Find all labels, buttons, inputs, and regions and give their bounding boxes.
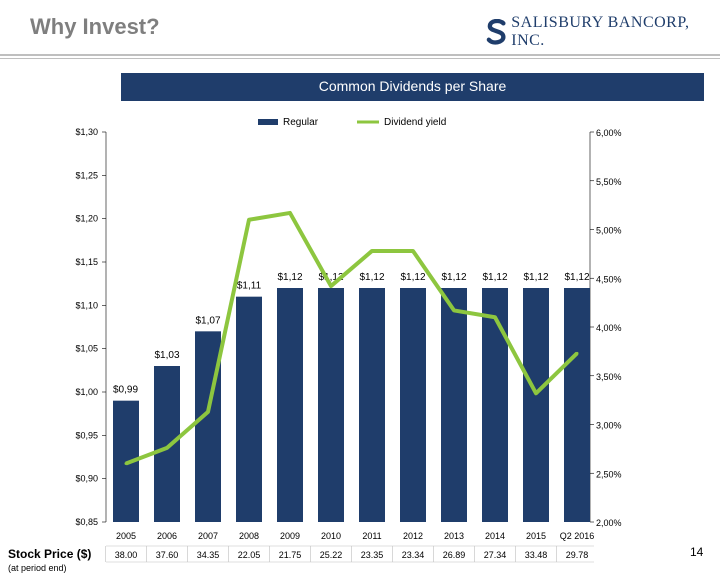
left-axis-tick-label: $1,20 — [75, 214, 98, 224]
bar-regular — [482, 288, 508, 522]
left-axis-tick-label: $0,90 — [75, 474, 98, 484]
x-axis-tick-label: 2015 — [526, 531, 546, 541]
stock-price-value: 34.35 — [197, 550, 220, 560]
x-axis-tick-label: 2012 — [403, 531, 423, 541]
x-axis-tick-label: 2014 — [485, 531, 505, 541]
dividend-yield-point — [452, 308, 456, 312]
right-axis-tick-label: 4,00% — [596, 323, 622, 333]
bar-data-label: $0,99 — [113, 385, 138, 396]
stock-price-value: 23.34 — [402, 550, 425, 560]
x-axis-tick-label: 2011 — [362, 531, 381, 541]
dividend-yield-point — [411, 249, 415, 253]
bar-data-label: $1,12 — [482, 272, 507, 283]
legend-regular-label: Regular — [283, 117, 319, 128]
right-axis-tick-label: 5,00% — [596, 226, 622, 236]
header-rule-thin — [0, 58, 720, 59]
bar-data-label: $1,12 — [441, 272, 466, 283]
bar-data-label: $1,12 — [523, 272, 548, 283]
bar-regular — [318, 288, 344, 522]
left-axis-tick-label: $0,95 — [75, 430, 98, 440]
bar-regular — [277, 288, 303, 522]
stock-price-value: 38.00 — [115, 550, 138, 560]
left-axis-tick-label: $0,85 — [75, 517, 98, 527]
right-axis-tick-label: 6,00% — [596, 128, 622, 138]
dividend-yield-point — [165, 446, 169, 450]
legend-regular-swatch — [258, 119, 278, 125]
stock-price-value: 22.05 — [238, 550, 261, 560]
bar-regular — [441, 288, 467, 522]
x-axis-tick-label: 2010 — [321, 531, 341, 541]
right-axis-tick-label: 2,00% — [596, 518, 622, 528]
stock-price-title: Stock Price ($) — [8, 547, 92, 561]
bar-data-label: $1,12 — [400, 272, 425, 283]
bar-regular — [523, 288, 549, 522]
stock-price-value: 25.22 — [320, 550, 343, 560]
x-axis-tick-label: 2007 — [198, 531, 218, 541]
bar-regular — [400, 288, 426, 522]
bar-data-label: $1,12 — [277, 272, 302, 283]
left-axis-tick-label: $1,25 — [75, 170, 98, 180]
left-axis-tick-label: $1,00 — [75, 387, 98, 397]
bar-regular — [154, 366, 180, 522]
stock-price-value: 27.34 — [484, 550, 507, 560]
right-axis-tick-label: 5,50% — [596, 177, 622, 187]
stock-price-value: 37.60 — [156, 550, 179, 560]
x-axis-tick-label: 2005 — [116, 531, 136, 541]
right-axis-tick-label: 4,50% — [596, 274, 622, 284]
stock-price-value: 23.35 — [361, 550, 384, 560]
bar-data-label: $1,03 — [154, 350, 179, 361]
x-axis-tick-label: 2006 — [157, 531, 177, 541]
chart-title: Common Dividends per Share — [318, 78, 507, 94]
dividend-yield-point — [329, 284, 333, 288]
dividend-yield-point — [288, 211, 292, 215]
header-rule — [0, 54, 720, 56]
bar-data-label: $1,12 — [564, 272, 589, 283]
company-logo: SALISBURY BANCORP, INC. — [486, 14, 720, 49]
dividend-yield-point — [124, 462, 128, 465]
right-axis-tick-label: 3,50% — [596, 372, 622, 382]
bar-regular — [564, 288, 590, 522]
logo-s-icon — [486, 19, 506, 45]
left-axis-tick-label: $1,30 — [75, 127, 98, 137]
left-axis-tick-label: $1,05 — [75, 344, 98, 354]
bar-data-label: $1,12 — [318, 272, 343, 283]
left-axis-tick-label: $1,10 — [75, 300, 98, 310]
bar-data-label: $1,07 — [195, 315, 220, 326]
x-axis-tick-label: 2013 — [444, 531, 464, 541]
dividend-yield-point — [206, 410, 210, 414]
dividend-yield-point — [370, 249, 374, 253]
x-axis-tick-label: 2009 — [280, 531, 300, 541]
stock-price-value: 21.75 — [279, 550, 302, 560]
bar-data-label: $1,11 — [237, 281, 262, 292]
dividend-yield-point — [247, 218, 251, 222]
dividend-yield-line — [125, 210, 579, 466]
page-title: Why Invest? — [30, 14, 160, 39]
right-axis-tick-label: 3,00% — [596, 421, 622, 431]
right-axis-tick-label: 2,50% — [596, 469, 622, 479]
bar-regular — [236, 296, 262, 522]
dividend-yield-point — [493, 315, 497, 319]
stock-price-value: 26.89 — [443, 550, 466, 560]
x-axis-tick-label: 2008 — [239, 531, 259, 541]
x-axis-tick-label: Q2 2016 — [560, 531, 595, 541]
stock-price-value: 33.48 — [525, 550, 548, 560]
legend-yield-label: Dividend yield — [384, 117, 446, 128]
chart-title-banner — [121, 73, 704, 101]
bar-regular — [359, 288, 385, 522]
page-number: 14 — [690, 545, 704, 559]
left-axis-tick-label: $1,15 — [75, 257, 98, 267]
bar-data-label: $1,12 — [359, 272, 384, 283]
stock-price-value: 29.78 — [566, 550, 589, 560]
stock-price-subtitle: (at period end) — [8, 563, 67, 573]
dividend-yield-point — [534, 391, 538, 395]
dividend-yield-point — [575, 351, 579, 355]
logo-text: SALISBURY BANCORP, INC. — [511, 14, 690, 49]
